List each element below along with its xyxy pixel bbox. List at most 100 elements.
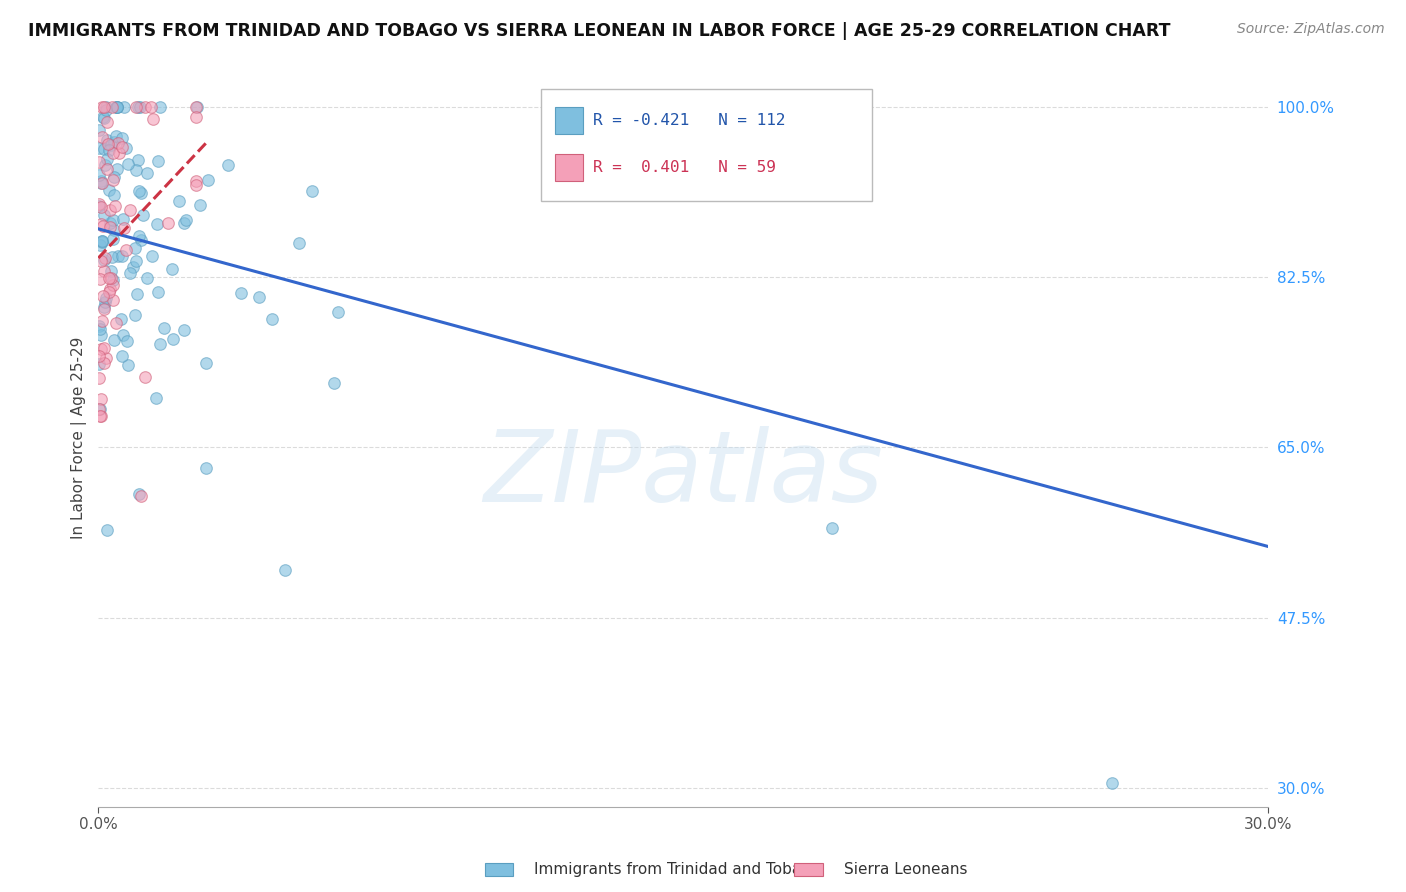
Point: [121, 260, 143, 274]
Point: [87, 196, 110, 211]
Point: [229, 286, 252, 301]
Point: [96, 524, 118, 538]
Point: [139, 100, 162, 114]
Point: [89, 322, 111, 336]
Point: [103, 136, 125, 150]
Point: [93, 100, 115, 114]
Point: [184, 178, 207, 193]
Point: [91, 235, 114, 250]
Point: [96, 161, 118, 176]
Point: [129, 233, 152, 247]
Point: [273, 563, 295, 577]
Point: [93, 341, 115, 355]
Point: [127, 153, 149, 167]
Point: [111, 327, 134, 342]
Point: [127, 100, 149, 114]
Point: [93, 356, 115, 370]
Point: [111, 211, 134, 226]
Point: [190, 198, 212, 212]
Point: [124, 241, 146, 255]
Point: [90, 100, 112, 114]
Point: [101, 278, 124, 293]
Point: [108, 146, 131, 161]
Point: [197, 172, 219, 186]
Point: [132, 208, 155, 222]
Text: Source: ZipAtlas.com: Source: ZipAtlas.com: [1237, 22, 1385, 37]
Point: [96, 133, 118, 147]
Point: [94, 252, 117, 266]
Point: [100, 138, 122, 153]
Point: [1101, 775, 1123, 789]
Point: [103, 333, 125, 347]
Point: [128, 184, 150, 198]
Point: [128, 487, 150, 501]
Point: [87, 357, 110, 371]
Point: [93, 111, 115, 125]
Point: [111, 140, 134, 154]
Point: [91, 288, 114, 302]
Point: [100, 271, 122, 285]
Point: [184, 174, 207, 188]
Point: [115, 141, 138, 155]
Text: IMMIGRANTS FROM TRINIDAD AND TOBAGO VS SIERRA LEONEAN IN LABOR FORCE | AGE 25-29: IMMIGRANTS FROM TRINIDAD AND TOBAGO VS S…: [28, 22, 1171, 40]
Point: [110, 312, 132, 326]
Point: [90, 392, 112, 406]
Point: [94, 291, 117, 305]
Point: [157, 216, 180, 230]
Point: [112, 221, 135, 235]
Point: [90, 343, 112, 357]
Point: [125, 254, 148, 268]
Point: [93, 300, 115, 314]
Point: [105, 100, 128, 114]
Point: [89, 409, 111, 423]
Point: [100, 264, 122, 278]
Point: [125, 287, 148, 301]
Point: [125, 162, 148, 177]
Point: [162, 332, 184, 346]
Point: [105, 100, 128, 114]
Point: [111, 249, 134, 263]
Point: [96, 153, 118, 167]
Point: [97, 271, 120, 285]
Point: [91, 110, 114, 124]
Point: [129, 186, 152, 200]
Text: ZIPatlas: ZIPatlas: [484, 426, 883, 524]
Text: R =  0.401   N = 59: R = 0.401 N = 59: [593, 161, 776, 175]
Point: [104, 199, 127, 213]
Point: [115, 244, 138, 258]
Point: [821, 521, 844, 535]
Point: [89, 123, 111, 137]
Point: [288, 236, 311, 251]
Point: [96, 103, 118, 117]
Point: [98, 285, 121, 300]
Point: [103, 232, 125, 246]
Point: [90, 409, 112, 423]
Point: [89, 401, 111, 416]
Point: [105, 162, 128, 177]
Point: [111, 131, 134, 145]
Point: [90, 130, 112, 145]
Point: [90, 176, 112, 190]
Point: [136, 166, 159, 180]
Point: [301, 184, 323, 198]
Point: [195, 356, 218, 370]
Point: [129, 489, 152, 503]
Point: [89, 371, 111, 385]
Point: [323, 376, 346, 390]
Point: [93, 157, 115, 171]
Point: [115, 334, 138, 348]
Point: [91, 313, 114, 327]
Point: [87, 319, 110, 334]
Point: [98, 216, 121, 230]
Text: Immigrants from Trinidad and Tobago: Immigrants from Trinidad and Tobago: [534, 863, 821, 877]
Point: [145, 391, 167, 405]
Text: Sierra Leoneans: Sierra Leoneans: [844, 863, 967, 877]
Point: [93, 208, 115, 222]
Point: [103, 169, 125, 184]
Point: [174, 213, 197, 227]
Point: [93, 253, 115, 268]
Point: [247, 290, 270, 304]
Point: [117, 358, 139, 372]
Point: [103, 223, 125, 237]
Point: [91, 219, 114, 233]
